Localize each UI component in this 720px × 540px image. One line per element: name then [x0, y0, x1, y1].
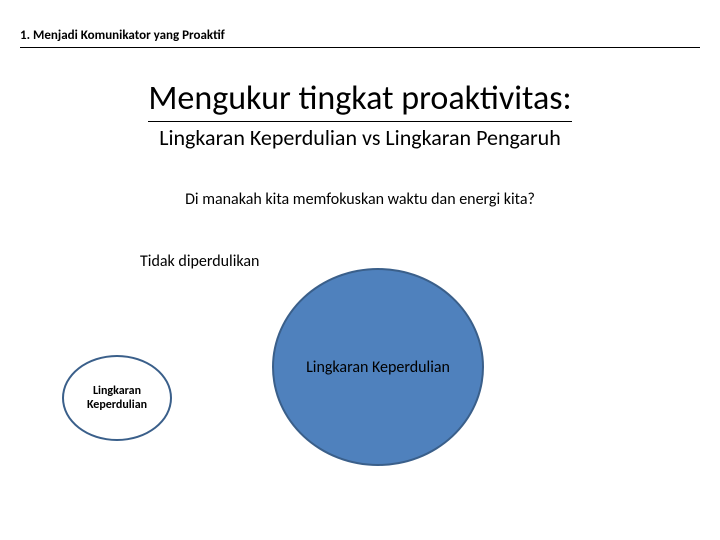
small-circle: Lingkaran Keperdulian: [62, 355, 172, 441]
outer-label: Tidak diperdulikan: [140, 252, 259, 271]
question-text: Di manakah kita memfokuskan waktu dan en…: [0, 190, 720, 209]
subtitle: Lingkaran Keperdulian vs Lingkaran Penga…: [0, 124, 720, 151]
main-title-wrap: Mengukur tingkat proaktivitas:: [0, 78, 720, 122]
header-section: 1. Menjadi Komunikator yang Proaktif: [20, 28, 700, 48]
main-title: Mengukur tingkat proaktivitas:: [148, 78, 571, 122]
small-circle-label: Lingkaran Keperdulian: [64, 384, 170, 413]
header-title: 1. Menjadi Komunikator yang Proaktif: [20, 28, 700, 48]
large-circle-label: Lingkaran Keperdulian: [306, 358, 450, 377]
large-circle: Lingkaran Keperdulian: [272, 268, 484, 466]
